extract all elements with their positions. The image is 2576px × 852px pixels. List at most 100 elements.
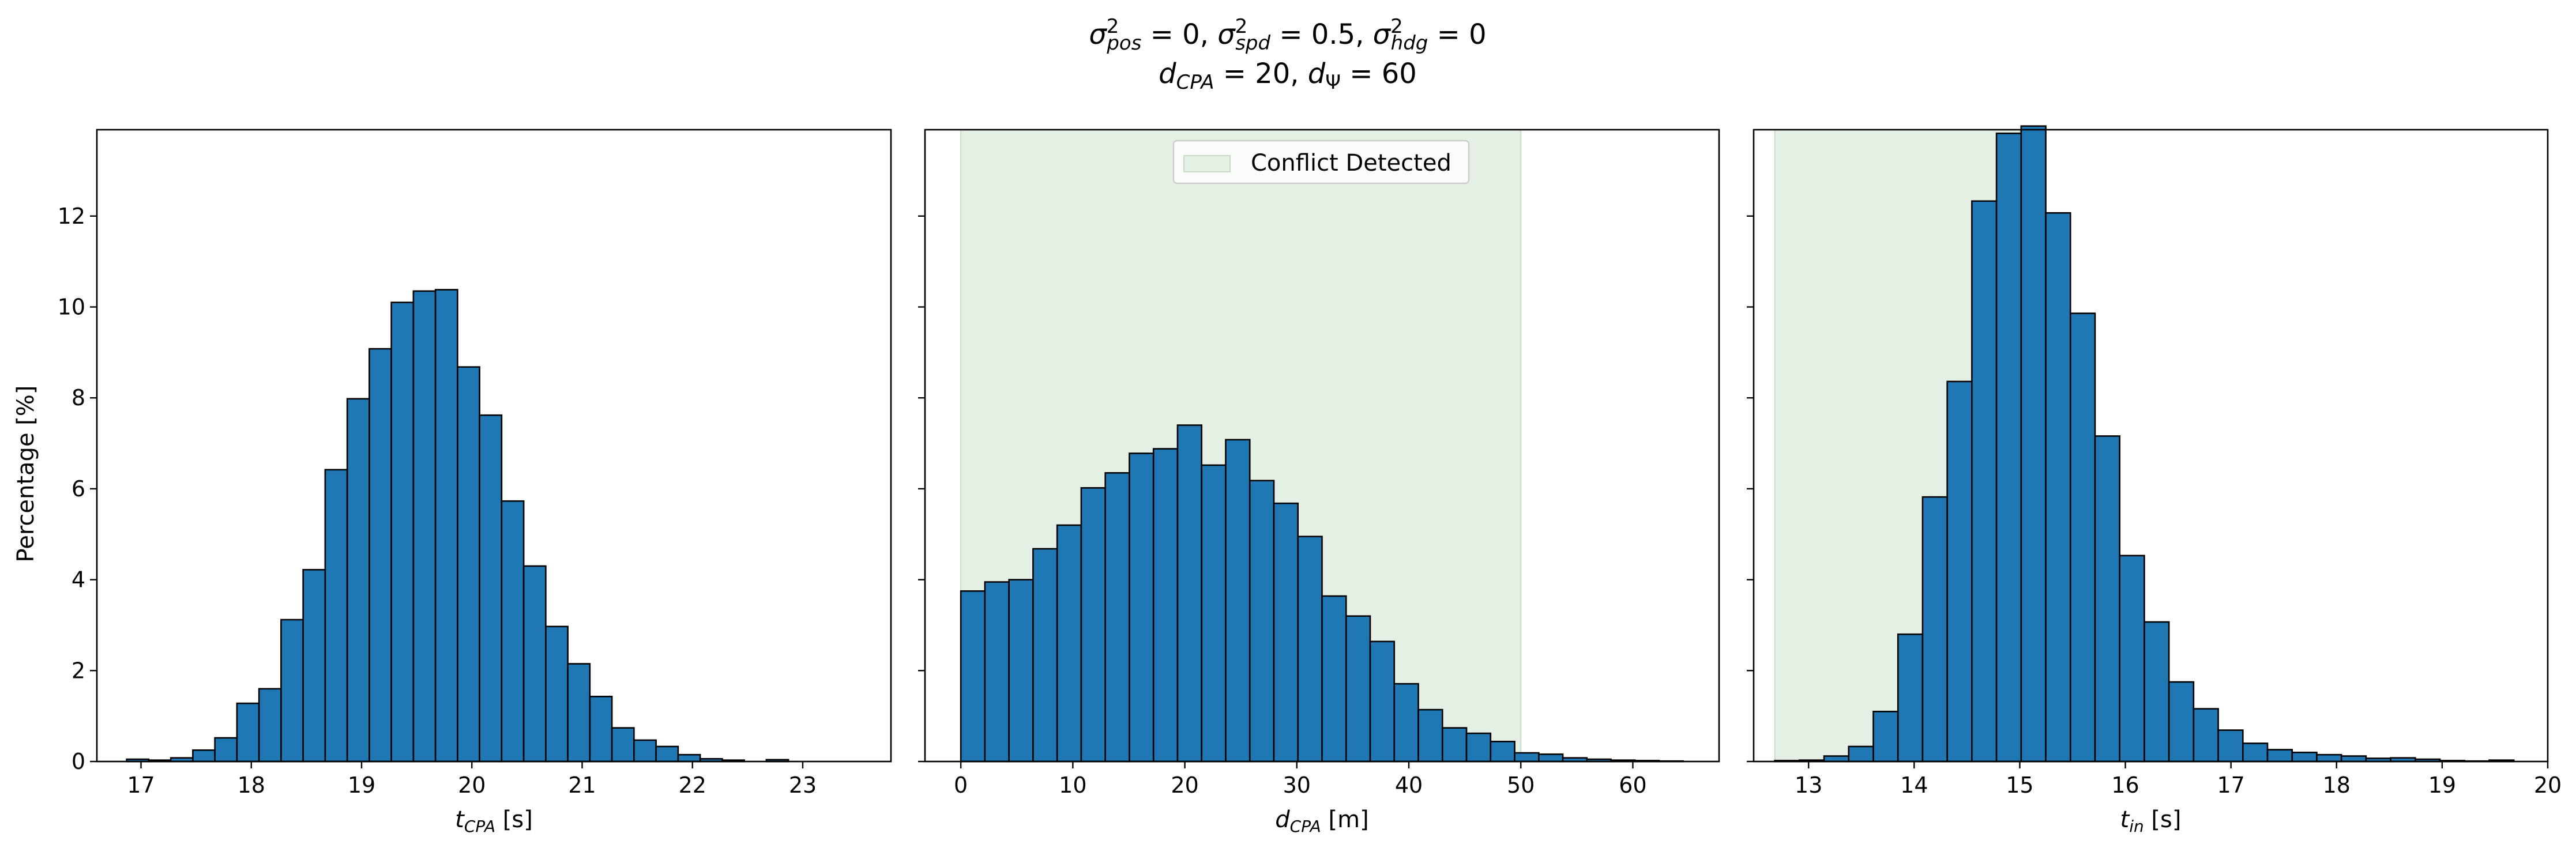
x-tick-label: 19	[348, 772, 375, 798]
y-axis-label: Percentage [%]	[13, 386, 39, 563]
legend-swatch	[1183, 155, 1231, 172]
histogram-bar	[655, 745, 679, 763]
histogram-bar	[611, 727, 635, 763]
histogram-bar	[1946, 380, 1973, 763]
x-tick-label: 16	[2111, 772, 2139, 798]
panel-d_CPA: 0 10 20 30 40 50 60 dCPA [m] Conflict Detected	[918, 129, 1720, 836]
histogram-bar	[1971, 200, 1998, 763]
histogram-bar	[1176, 424, 1203, 763]
x-tick-label: 60	[1619, 772, 1646, 798]
x-tick-label: 17	[127, 772, 155, 798]
axes-frame	[96, 129, 892, 763]
x-axis-label: tin [s]	[2120, 806, 2182, 836]
histogram-bar	[1514, 752, 1540, 763]
x-tick-label: 17	[2217, 772, 2244, 798]
histogram-bar	[1369, 640, 1396, 763]
histogram-bar	[2291, 751, 2318, 763]
y-tick-label: 4	[72, 567, 85, 593]
histogram-bar	[2316, 753, 2342, 763]
histogram-bar	[1032, 548, 1058, 763]
x-tick-label: 50	[1507, 772, 1535, 798]
histogram-bar	[1056, 524, 1082, 763]
histogram-bar	[1273, 502, 1299, 763]
histogram-bar	[2020, 125, 2047, 763]
histogram-bar	[522, 565, 547, 763]
histogram-bar	[1297, 536, 1323, 763]
histogram-bar	[302, 568, 326, 763]
histogram-bar	[1321, 595, 1347, 763]
x-tick-label: 14	[1900, 772, 1928, 798]
histogram-bar	[1008, 579, 1034, 763]
title-line-1: σ2 pos = 0, σ2 spd = 0.5, σ2 hdg = 0	[1089, 15, 1486, 55]
histogram-bar	[2242, 742, 2269, 763]
axes-frame	[1753, 129, 2549, 763]
histogram-bar	[412, 290, 437, 763]
x-tick-label: 20	[458, 772, 486, 798]
histogram-bar	[2217, 729, 2244, 763]
y-tick-label: 12	[58, 203, 85, 229]
x-tick-label: 10	[1059, 772, 1086, 798]
x-tick-label: 19	[2428, 772, 2456, 798]
y-tick-label: 8	[72, 385, 85, 410]
axes-frame	[924, 129, 1720, 763]
histogram-bar	[1080, 487, 1106, 763]
x-tick-label: 20	[2534, 772, 2562, 798]
legend-label: Conflict Detected	[1251, 150, 1451, 176]
histogram-bar	[192, 749, 216, 763]
x-tick-label: 23	[789, 772, 817, 798]
histogram-bar	[1538, 753, 1564, 763]
histogram-bar	[2119, 555, 2145, 763]
x-tick-label: 21	[568, 772, 596, 798]
histogram-bar	[960, 590, 986, 763]
x-tick-label: 18	[2323, 772, 2351, 798]
histogram-bar	[434, 289, 458, 763]
histogram-bar	[633, 739, 657, 763]
histogram-bar	[1848, 745, 1874, 763]
histogram-bar	[2143, 621, 2170, 763]
histogram-bar	[589, 695, 613, 763]
histogram-bar	[390, 301, 415, 763]
histogram-bar	[236, 702, 260, 763]
histogram-bar	[2168, 681, 2195, 763]
x-tick-label: 18	[238, 772, 265, 798]
histogram-bar	[501, 500, 525, 763]
histogram-bar	[324, 469, 348, 763]
histogram-bar	[1995, 133, 2022, 763]
histogram-bar	[1104, 472, 1130, 763]
x-tick-label: 0	[954, 772, 968, 798]
y-tick-label: 6	[72, 476, 85, 502]
histogram-bar	[567, 663, 591, 763]
histogram-bar	[2045, 212, 2071, 763]
histogram-bar	[545, 625, 569, 763]
histogram-bar	[214, 737, 238, 763]
x-tick-label: 13	[1795, 772, 1822, 798]
histogram-bar	[2340, 755, 2367, 763]
histogram-bar	[346, 398, 370, 763]
histogram-bar	[258, 688, 282, 763]
histogram-bar	[457, 366, 480, 763]
y-tick-label: 0	[72, 749, 85, 774]
x-tick-label: 15	[2006, 772, 2033, 798]
histogram-bar	[1225, 439, 1251, 763]
histogram-bar	[1441, 727, 1468, 763]
histogram-bar	[1345, 615, 1371, 763]
histogram-bar	[280, 619, 304, 763]
histogram-bar	[2069, 312, 2096, 763]
x-axis-label: dCPA [m]	[1275, 806, 1368, 836]
histogram-bar	[479, 414, 503, 763]
histogram-bar	[1152, 448, 1179, 763]
histogram-bar	[984, 581, 1010, 763]
x-tick-label: 20	[1171, 772, 1198, 798]
x-tick-label: 30	[1283, 772, 1311, 798]
y-tick-label: 10	[58, 295, 85, 320]
histogram-bar	[677, 753, 701, 763]
legend: Conflict Detected	[1172, 140, 1470, 184]
histogram-bar	[368, 348, 392, 763]
histogram-bar	[1129, 453, 1155, 763]
x-tick-label: 22	[679, 772, 706, 798]
histogram-bar	[1248, 480, 1275, 763]
x-axis-label: tCPA [s]	[455, 806, 533, 836]
histogram-bar	[1393, 683, 1419, 763]
histogram-bar	[1897, 633, 1924, 763]
